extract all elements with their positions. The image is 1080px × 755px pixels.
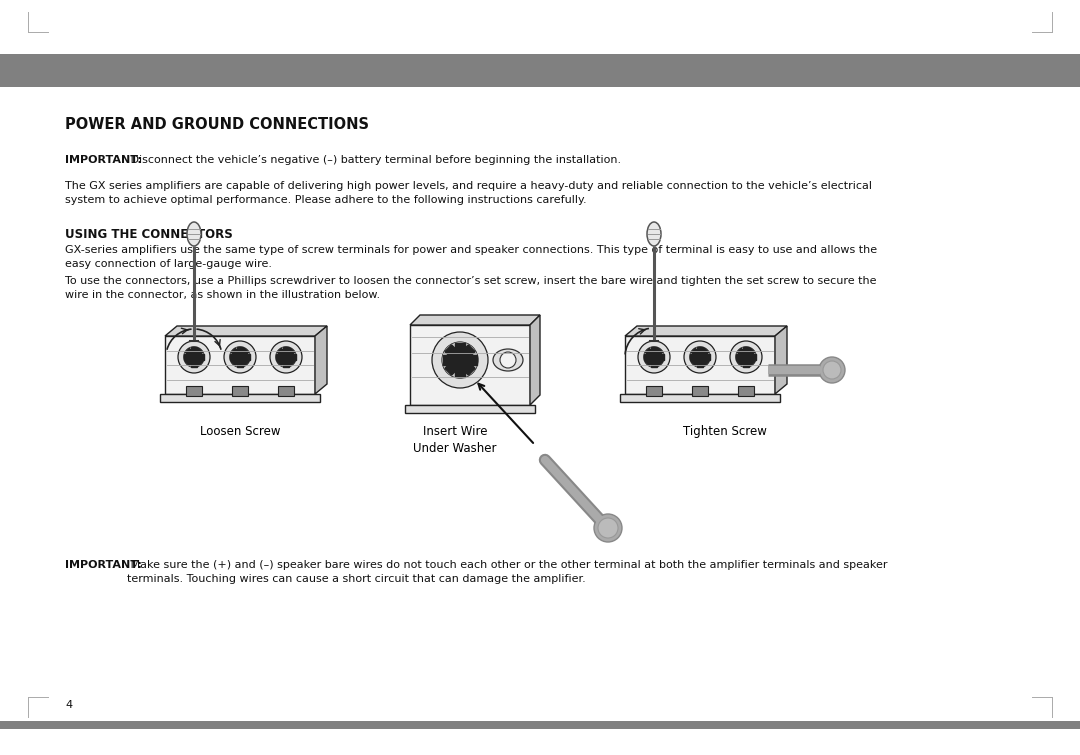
Polygon shape xyxy=(283,347,288,367)
Circle shape xyxy=(684,341,716,373)
Polygon shape xyxy=(276,354,296,360)
Polygon shape xyxy=(191,347,197,367)
Bar xyxy=(232,386,248,396)
Circle shape xyxy=(735,347,756,368)
Text: Disconnect the vehicle’s negative (–) battery terminal before beginning the inst: Disconnect the vehicle’s negative (–) ba… xyxy=(127,155,621,165)
Circle shape xyxy=(270,341,302,373)
Polygon shape xyxy=(278,348,295,365)
Circle shape xyxy=(432,332,488,388)
Text: POWER AND GROUND CONNECTIONS: POWER AND GROUND CONNECTIONS xyxy=(65,117,369,132)
Polygon shape xyxy=(443,355,477,365)
Polygon shape xyxy=(625,326,787,336)
Polygon shape xyxy=(697,347,703,367)
Circle shape xyxy=(275,347,296,368)
Polygon shape xyxy=(455,343,465,378)
Polygon shape xyxy=(530,315,540,405)
Polygon shape xyxy=(646,348,663,365)
Text: To use the connectors, use a Phillips screwdriver to loosen the connector’s set : To use the connectors, use a Phillips sc… xyxy=(65,276,877,300)
Polygon shape xyxy=(738,348,755,365)
Polygon shape xyxy=(646,348,663,365)
Circle shape xyxy=(594,514,622,542)
Polygon shape xyxy=(278,348,295,365)
Text: IMPORTANT:: IMPORTANT: xyxy=(65,155,141,165)
Polygon shape xyxy=(690,354,710,360)
Polygon shape xyxy=(315,326,327,394)
Bar xyxy=(405,405,535,413)
Polygon shape xyxy=(651,347,657,367)
Bar xyxy=(165,336,315,394)
Ellipse shape xyxy=(492,349,523,371)
Polygon shape xyxy=(738,348,755,365)
Text: USING THE CONNECTORS: USING THE CONNECTORS xyxy=(65,228,233,241)
Polygon shape xyxy=(186,348,203,365)
Polygon shape xyxy=(231,348,248,365)
Polygon shape xyxy=(691,348,708,365)
Polygon shape xyxy=(644,354,664,360)
Polygon shape xyxy=(445,345,475,375)
Polygon shape xyxy=(737,354,756,360)
Circle shape xyxy=(644,347,664,368)
Polygon shape xyxy=(238,347,243,367)
Bar xyxy=(625,336,775,394)
Bar xyxy=(646,386,662,396)
Polygon shape xyxy=(186,348,203,365)
Circle shape xyxy=(819,357,845,383)
Polygon shape xyxy=(230,354,249,360)
Circle shape xyxy=(638,341,670,373)
Polygon shape xyxy=(165,326,327,336)
Polygon shape xyxy=(410,315,540,325)
Bar xyxy=(186,386,202,396)
Bar xyxy=(620,394,780,402)
Text: Make sure the (+) and (–) speaker bare wires do not touch each other or the othe: Make sure the (+) and (–) speaker bare w… xyxy=(127,560,888,584)
Circle shape xyxy=(184,347,204,368)
Text: 4: 4 xyxy=(65,700,72,710)
Text: Loosen Screw: Loosen Screw xyxy=(200,425,280,438)
Ellipse shape xyxy=(187,222,201,246)
Text: IMPORTANT:: IMPORTANT: xyxy=(65,560,141,570)
Polygon shape xyxy=(743,347,748,367)
Ellipse shape xyxy=(647,222,661,246)
Circle shape xyxy=(690,347,711,368)
Bar xyxy=(738,386,754,396)
Text: GX-series amplifiers use the same type of screw terminals for power and speaker : GX-series amplifiers use the same type o… xyxy=(65,245,877,269)
Polygon shape xyxy=(691,348,708,365)
Text: Tighten Screw: Tighten Screw xyxy=(683,425,767,438)
Bar xyxy=(160,394,320,402)
Bar xyxy=(0,54,1080,87)
Polygon shape xyxy=(445,345,475,375)
Circle shape xyxy=(230,347,251,368)
Circle shape xyxy=(500,352,516,368)
Bar xyxy=(0,721,1080,729)
Circle shape xyxy=(730,341,762,373)
Polygon shape xyxy=(184,354,204,360)
Circle shape xyxy=(442,342,478,378)
Circle shape xyxy=(823,361,841,379)
Circle shape xyxy=(224,341,256,373)
Bar xyxy=(692,386,708,396)
Bar xyxy=(278,386,294,396)
Bar xyxy=(410,325,530,405)
Text: The GX series amplifiers are capable of delivering high power levels, and requir: The GX series amplifiers are capable of … xyxy=(65,181,872,205)
Circle shape xyxy=(178,341,210,373)
Polygon shape xyxy=(775,326,787,394)
Text: Insert Wire
Under Washer: Insert Wire Under Washer xyxy=(414,425,497,455)
Circle shape xyxy=(598,518,618,538)
Polygon shape xyxy=(231,348,248,365)
